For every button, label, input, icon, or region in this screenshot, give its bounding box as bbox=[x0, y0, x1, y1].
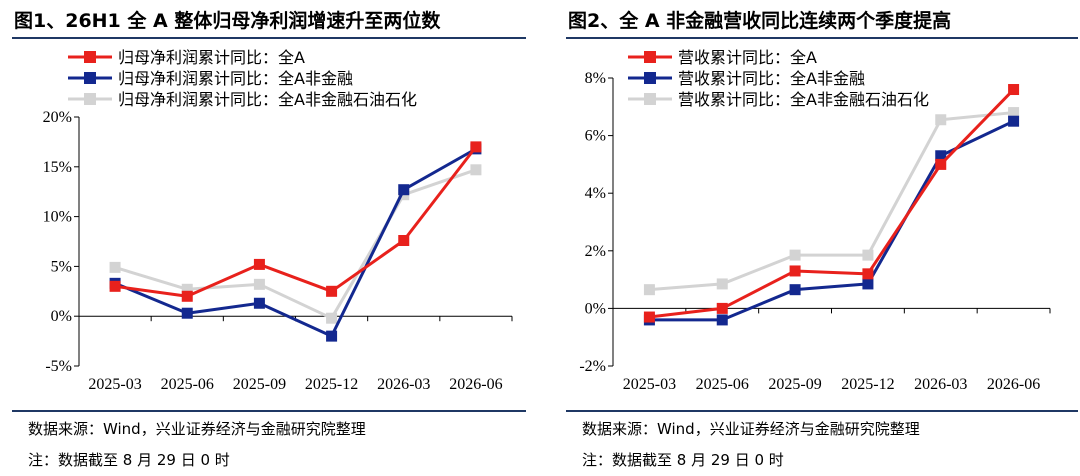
footnote: 注：数据截至 8 月 29 日 0 时 bbox=[28, 451, 230, 469]
series-marker bbox=[253, 258, 265, 270]
series-marker bbox=[181, 290, 193, 302]
x-tick-label: 2026-03 bbox=[914, 376, 967, 393]
series-marker bbox=[1008, 84, 1020, 96]
legend-marker bbox=[644, 51, 656, 63]
footnote: 注：数据截至 8 月 29 日 0 时 bbox=[582, 451, 784, 469]
series-marker bbox=[398, 184, 410, 196]
series-marker bbox=[326, 285, 338, 297]
y-tick-label: 0% bbox=[585, 300, 606, 317]
series-line bbox=[649, 111, 1014, 292]
profit-growth-line-chart: -5% 0% 5% 10% 15% 20% 2025-03 2025-06 2025-09 202… bbox=[43, 48, 513, 393]
series-line bbox=[114, 168, 477, 320]
data-source-note: 数据来源：Wind，兴业证券经济与金融研究院整理 bbox=[28, 420, 366, 438]
x-tick-label: 2025-03 bbox=[623, 376, 676, 393]
series-line bbox=[649, 88, 1015, 319]
legend-label: 归母净利润累计同比：全A bbox=[118, 48, 305, 67]
x-tick-label: 2026-06 bbox=[449, 376, 502, 393]
left-figure-panel: 图1、26H1 全 A 整体归母净利润增速升至两位数 -5% 0% 5% 10% 15%… bbox=[12, 10, 526, 469]
series-line bbox=[114, 147, 477, 338]
y-tick-label: -2% bbox=[579, 358, 606, 375]
data-source-note: 数据来源：Wind，兴业证券经济与金融研究院整理 bbox=[582, 420, 920, 438]
series-marker bbox=[643, 284, 655, 296]
series-marker bbox=[109, 280, 121, 292]
x-tick-label: 2026-06 bbox=[987, 376, 1040, 393]
y-tick-label: 10% bbox=[43, 209, 72, 226]
series-marker bbox=[935, 158, 947, 170]
legend-marker bbox=[644, 72, 656, 84]
y-tick-label: 0% bbox=[51, 308, 72, 325]
legend-label: 归母净利润累计同比：全A非金融石油石化 bbox=[118, 90, 417, 109]
legend-marker bbox=[644, 93, 656, 105]
y-tick-label: 2% bbox=[585, 243, 606, 260]
revenue-growth-line-chart: -2% 0% 2% 4% 6% 8% 2025-03 2025-06 2025-09 2025-1… bbox=[579, 48, 1051, 393]
series-marker bbox=[253, 297, 265, 309]
x-tick-label: 2025-12 bbox=[305, 376, 358, 393]
y-tick-label: -5% bbox=[45, 358, 72, 375]
series-line bbox=[649, 119, 1015, 322]
series-line bbox=[114, 145, 478, 298]
y-tick-label: 5% bbox=[51, 258, 72, 275]
series-marker bbox=[789, 284, 801, 296]
legend-label: 营收累计同比：全A非金融石油石化 bbox=[678, 90, 929, 109]
legend-label: 营收累计同比：全A bbox=[678, 48, 817, 67]
series-marker bbox=[862, 249, 874, 261]
x-tick-label: 2025-09 bbox=[233, 376, 286, 393]
title-underline bbox=[12, 37, 526, 39]
series-marker bbox=[326, 312, 338, 324]
series-marker bbox=[253, 278, 265, 290]
x-tick-label: 2025-03 bbox=[88, 376, 141, 393]
series-marker bbox=[1008, 107, 1020, 119]
series-marker bbox=[789, 265, 801, 277]
series-marker bbox=[326, 330, 338, 342]
series-marker bbox=[1008, 115, 1020, 127]
series-marker bbox=[716, 314, 728, 326]
chart-title: 图2、全 A 非金融营收同比连续两个季度提高 bbox=[568, 10, 952, 32]
source-divider bbox=[566, 410, 1078, 412]
legend-label: 营收累计同比：全A非金融 bbox=[678, 69, 865, 88]
series-marker bbox=[398, 235, 410, 247]
y-tick-label: 4% bbox=[585, 185, 606, 202]
y-tick-label: 20% bbox=[43, 109, 72, 126]
series-marker bbox=[862, 268, 874, 280]
chart-title: 图1、26H1 全 A 整体归母净利润增速升至两位数 bbox=[14, 10, 441, 32]
y-tick-label: 8% bbox=[585, 70, 606, 87]
legend-marker bbox=[84, 93, 96, 105]
x-tick-label: 2025-12 bbox=[841, 376, 894, 393]
title-underline bbox=[566, 37, 1078, 39]
x-tick-label: 2026-03 bbox=[377, 376, 430, 393]
legend-marker bbox=[84, 72, 96, 84]
series-marker bbox=[181, 307, 193, 319]
series-marker bbox=[470, 164, 482, 176]
series-marker bbox=[789, 249, 801, 261]
y-tick-label: 6% bbox=[585, 128, 606, 145]
x-tick-label: 2025-06 bbox=[696, 376, 749, 393]
legend-label: 归母净利润累计同比：全A非金融 bbox=[118, 69, 353, 88]
x-tick-label: 2025-06 bbox=[161, 376, 214, 393]
series-marker bbox=[181, 283, 193, 295]
series-marker bbox=[862, 278, 874, 290]
source-divider bbox=[12, 410, 526, 412]
series-marker bbox=[935, 114, 947, 126]
legend-marker bbox=[84, 51, 96, 63]
series-marker bbox=[109, 261, 121, 273]
series-marker bbox=[716, 278, 728, 290]
series-marker bbox=[643, 311, 655, 323]
series-marker bbox=[935, 150, 947, 162]
x-tick-label: 2025-09 bbox=[768, 376, 821, 393]
series-marker bbox=[470, 141, 482, 153]
series-marker bbox=[716, 302, 728, 314]
y-tick-label: 15% bbox=[43, 159, 72, 176]
right-figure-panel: 图2、全 A 非金融营收同比连续两个季度提高 -2% 0% 2% 4% 6% 8% 2025… bbox=[540, 0, 1080, 476]
